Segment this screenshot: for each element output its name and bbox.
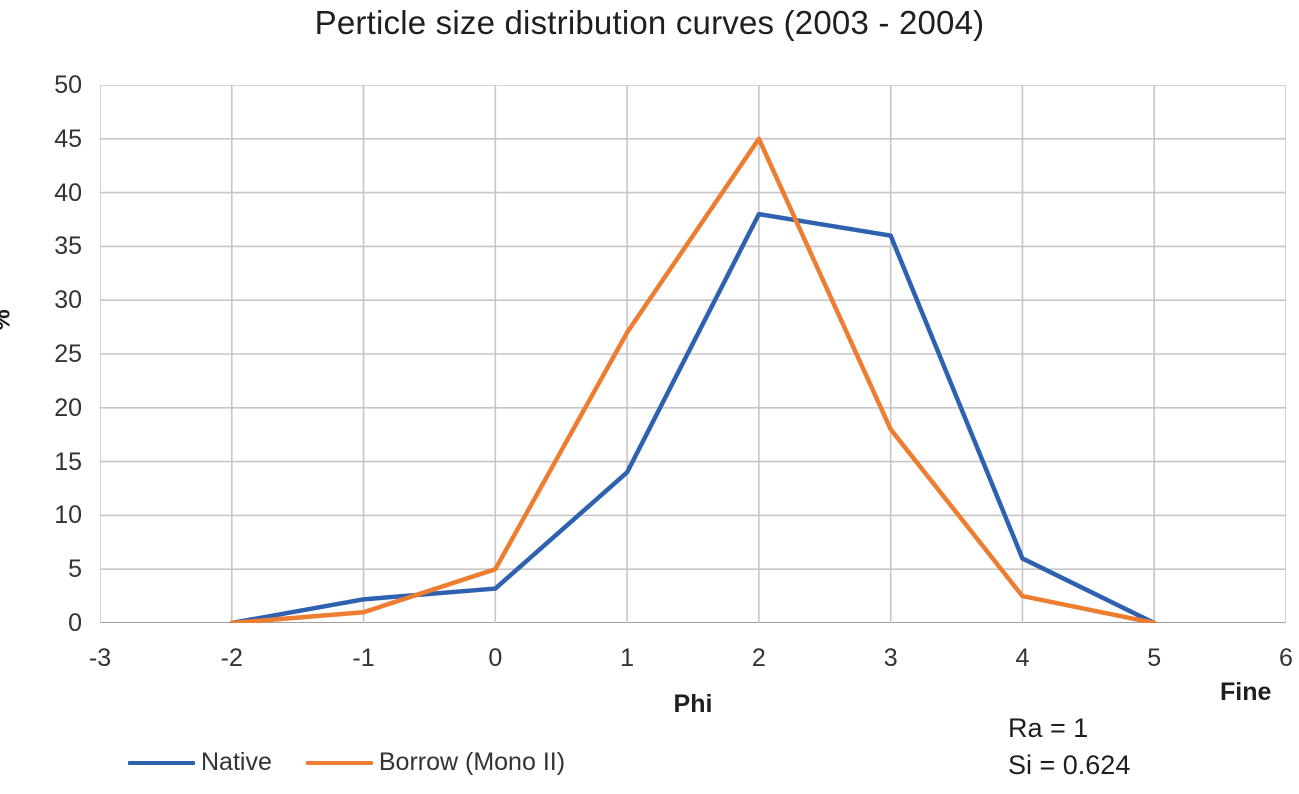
- y-tick-35: 35: [54, 232, 82, 261]
- series-line-borrow-mono-ii: [229, 136, 1157, 623]
- x-tick-3: 3: [883, 644, 898, 672]
- x-axis-title: Phi: [673, 690, 713, 718]
- y-tick-25: 25: [54, 340, 82, 368]
- x-tick-2: 2: [751, 644, 766, 672]
- y-tick-30: 30: [54, 286, 82, 315]
- legend-line-swatch: [305, 760, 373, 765]
- y-tick-15: 15: [54, 447, 82, 476]
- x-tick-0: 0: [488, 644, 503, 672]
- legend-label: Native: [201, 748, 272, 776]
- legend-item-native: Native: [128, 748, 272, 777]
- fine-annotation: Fine: [1220, 678, 1272, 706]
- x-tick-5: 5: [1147, 644, 1162, 672]
- y-tick-5: 5: [68, 555, 82, 584]
- y-tick-10: 10: [54, 501, 82, 530]
- x-tick--1: -1: [352, 644, 375, 672]
- x-tick-1: 1: [620, 644, 635, 672]
- x-tick-6: 6: [1279, 644, 1293, 672]
- plot-area: [100, 85, 1286, 623]
- legend-label: Borrow (Mono II): [378, 748, 566, 776]
- legend-item-borrow-mono-ii: Borrow (Mono II): [305, 748, 566, 777]
- stats-annotation: Ra = 1 Si = 0.624: [1008, 710, 1130, 784]
- y-tick-0: 0: [68, 609, 82, 637]
- y-tick-50: 50: [54, 71, 82, 99]
- y-tick-20: 20: [54, 393, 82, 422]
- ra-value: Ra = 1: [1008, 713, 1089, 743]
- legend: Native Borrow (Mono II): [128, 748, 565, 777]
- x-tick-4: 4: [1015, 644, 1030, 672]
- plot-svg: [100, 85, 1286, 623]
- legend-line-swatch: [128, 760, 195, 765]
- x-tick--2: -2: [220, 644, 243, 672]
- si-value: Si = 0.624: [1008, 750, 1131, 780]
- x-tick--3: -3: [88, 644, 112, 672]
- y-tick-45: 45: [54, 124, 82, 153]
- y-tick-40: 40: [54, 178, 82, 207]
- chart-title: Perticle size distribution curves (2003 …: [314, 4, 985, 41]
- series-line-native: [229, 211, 1157, 623]
